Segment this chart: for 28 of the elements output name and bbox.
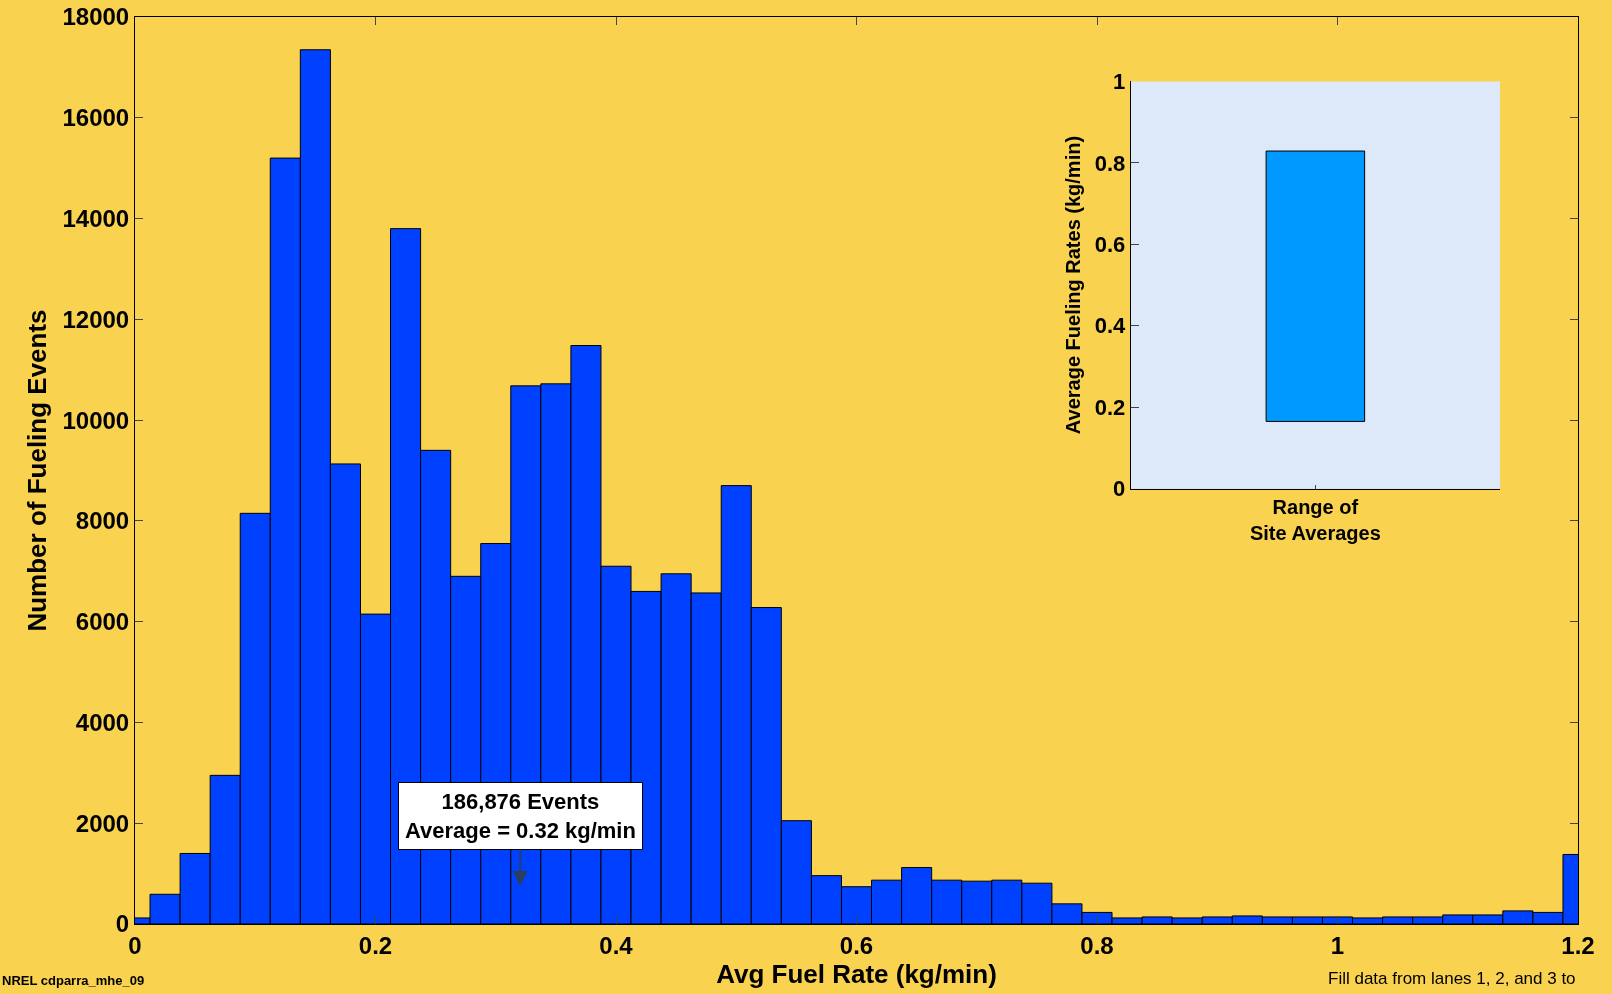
y-tick-label: 0 bbox=[115, 910, 130, 938]
y-tick-label: 0.2 bbox=[1094, 394, 1126, 420]
x-tick-label: 0.2 bbox=[358, 931, 393, 959]
y-tick-label: 16000 bbox=[62, 104, 130, 132]
annotation: 186,876 Events Average = 0.32 kg/min bbox=[405, 789, 636, 843]
y-tick-label: 8000 bbox=[75, 507, 130, 535]
y-tick-label: 10000 bbox=[62, 406, 130, 434]
y-tick-label: 18000 bbox=[62, 3, 130, 31]
x-tick-label: 1.2 bbox=[1561, 931, 1595, 959]
y-axis-title: Average Fueling Rates (kg/min) bbox=[1062, 135, 1085, 435]
y-tick-label: 0 bbox=[1113, 476, 1126, 502]
text: NREL cdparra_mhe_09 bbox=[2, 973, 145, 988]
y-tick-label: 6000 bbox=[75, 608, 130, 636]
x-tick-label: 1 bbox=[1330, 931, 1345, 959]
y-tick-label: 0.6 bbox=[1094, 232, 1126, 257]
y-tick-label: 0.8 bbox=[1094, 150, 1126, 176]
y-tick-label: 12000 bbox=[62, 305, 130, 333]
y-tick-label: 4000 bbox=[75, 708, 130, 736]
x-axis-title: Avg Fuel Rate (kg/min) bbox=[716, 958, 997, 989]
x-tick-label: 0.4 bbox=[599, 931, 634, 959]
y-axis-title: Number of Fueling Events bbox=[21, 309, 52, 632]
x-tick-label: Range of Site Averages bbox=[1249, 495, 1381, 544]
y-tick-label: 1 bbox=[1113, 69, 1126, 95]
y-tick-label: 0.4 bbox=[1094, 313, 1127, 339]
x-tick-label: 0.6 bbox=[839, 931, 874, 959]
y-tick-label: 2000 bbox=[75, 809, 130, 837]
text: Fill data from lanes 1, 2, and 3 to bbox=[1328, 969, 1576, 988]
y-tick-label: 14000 bbox=[62, 204, 130, 232]
